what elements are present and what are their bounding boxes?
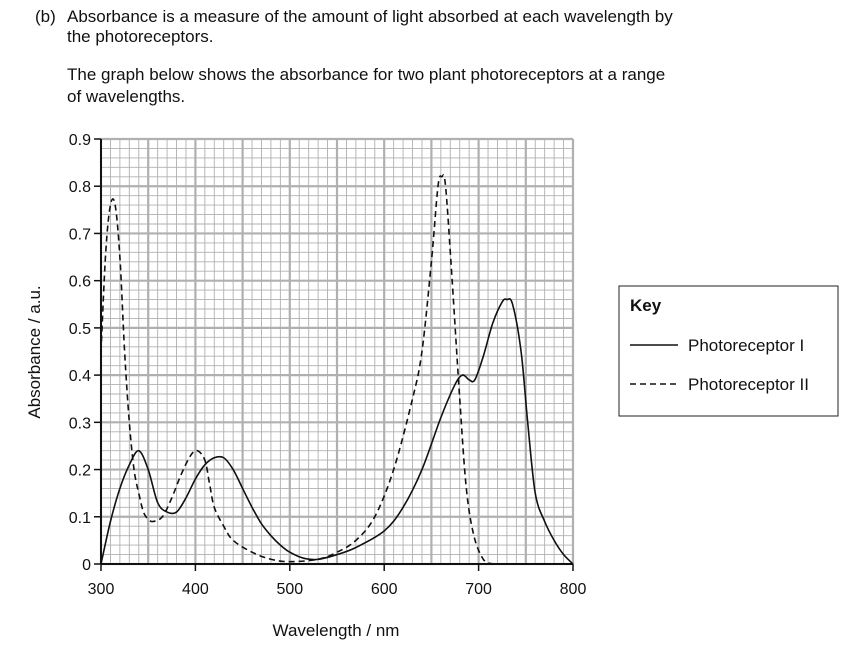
x-tick-label: 300: [88, 581, 115, 598]
series-line-photoreceptor-2: [100, 174, 494, 565]
y-tick-label: 0: [82, 557, 91, 574]
x-tick-label: 800: [560, 581, 587, 598]
question-line-1: Absorbance is a measure of the amount of…: [67, 7, 673, 26]
y-tick-label: 0.4: [69, 368, 91, 385]
x-tick-label: 700: [465, 581, 492, 598]
legend-title: Key: [630, 296, 662, 315]
x-tick-label: 500: [276, 581, 303, 598]
y-tick-label: 0.9: [69, 132, 91, 149]
y-tick-label: 0.3: [69, 415, 91, 432]
series-line-photoreceptor-1: [100, 298, 574, 565]
y-tick-label: 0.1: [69, 510, 91, 527]
y-tick-label: 0.2: [69, 463, 91, 480]
curves: [100, 174, 574, 565]
x-tick-label: 600: [371, 581, 398, 598]
legend-box: [618, 285, 839, 417]
question-line-4: of wavelengths.: [67, 87, 186, 106]
legend: Key Photoreceptor I Photoreceptor II: [618, 285, 839, 417]
x-tick-label: 400: [182, 581, 209, 598]
question-line-3: The graph below shows the absorbance for…: [67, 65, 666, 84]
question-line-2: the photoreceptors.: [67, 27, 214, 46]
axes: 300 400 500 600 700 800 0 0.1 0.2 0.3 0.4 0.5 0.6 0.7…: [69, 132, 587, 598]
legend-label-2: Photoreceptor II: [688, 375, 809, 394]
y-tick-label: 0.8: [69, 179, 91, 196]
y-tick-label: 0.6: [69, 274, 91, 291]
question-label: (b): [35, 7, 56, 26]
x-axis-label: Wavelength / nm: [273, 621, 400, 640]
y-tick-label: 0.7: [69, 226, 91, 243]
y-tick-label: 0.5: [69, 321, 91, 338]
y-axis-label: Absorbance / a.u.: [25, 285, 44, 418]
grid: [99, 137, 575, 566]
legend-label-1: Photoreceptor I: [688, 336, 804, 355]
